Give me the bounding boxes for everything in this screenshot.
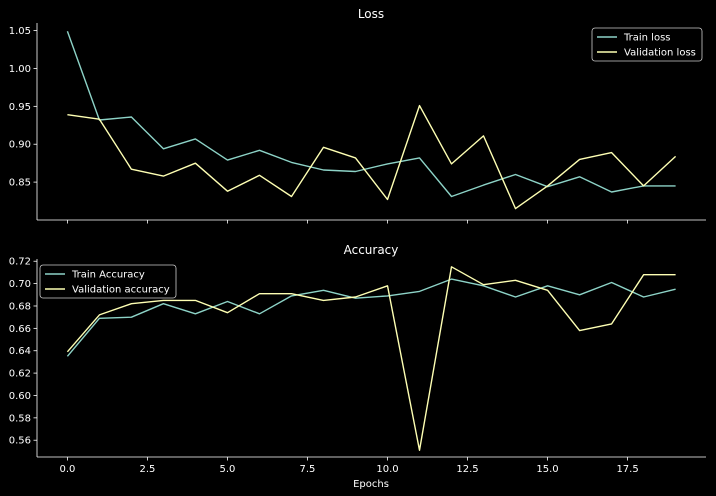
accuracy-y-tick-label: 0.60 (9, 391, 31, 402)
loss-legend-box (591, 27, 703, 62)
loss-legend: Train loss Validation loss (591, 27, 703, 62)
loss-panel: Loss 0.85 0.90 0.95 1.00 1.05 Train loss Vali… (9, 7, 706, 224)
accuracy-x-tick-label: 12.5 (456, 464, 478, 475)
accuracy-y-tick-label: 0.68 (9, 301, 31, 312)
accuracy-x-tick-label: 15.0 (536, 464, 558, 475)
accuracy-y-tick-label: 0.56 (9, 436, 31, 447)
accuracy-x-axis-label: Epochs (353, 479, 389, 490)
accuracy-chart-title: Accuracy (344, 243, 399, 257)
accuracy-series (66, 266, 676, 451)
accuracy-x-tick-label: 0.0 (59, 464, 75, 475)
accuracy-series-line-0 (66, 278, 676, 357)
loss-chart-title: Loss (358, 7, 384, 21)
accuracy-x-tick-label: 5.0 (220, 464, 236, 475)
accuracy-y-tick-label: 0.66 (9, 324, 31, 335)
accuracy-y-tick-label: 0.58 (9, 413, 31, 424)
loss-y-tick-label: 1.05 (9, 26, 31, 37)
loss-legend-label-0: Train loss (623, 33, 671, 44)
accuracy-legend-label-0: Train Accuracy (71, 270, 145, 281)
accuracy-axes: 0.56 0.58 0.60 0.62 0.64 0.66 0.68 0.70 0.72 0.0 2… (9, 257, 706, 475)
accuracy-y-tick-label: 0.72 (9, 257, 31, 268)
accuracy-x-tick-label: 10.0 (376, 464, 398, 475)
loss-legend-label-1: Validation loss (624, 48, 696, 59)
accuracy-y-tick-label: 0.62 (9, 369, 31, 380)
accuracy-legend-box (39, 264, 177, 299)
loss-series (66, 31, 677, 210)
accuracy-series-line-1 (66, 266, 676, 451)
loss-y-tick-label: 0.95 (9, 102, 31, 113)
loss-series-line-0 (66, 31, 676, 198)
loss-series-line-1 (67, 104, 677, 210)
accuracy-x-tick-label: 2.5 (139, 464, 155, 475)
accuracy-y-tick-label: 0.70 (9, 279, 31, 290)
accuracy-x-tick-label: 7.5 (300, 464, 316, 475)
loss-y-tick-label: 1.00 (9, 64, 31, 75)
accuracy-y-tick-label: 0.64 (9, 346, 31, 357)
accuracy-legend: Train Accuracy Validation accuracy (39, 264, 177, 299)
loss-y-tick-label: 0.85 (9, 178, 31, 189)
accuracy-panel: Accuracy 0.56 0.58 0.60 0.62 0.64 0.66 0.68 0.7… (9, 243, 706, 490)
accuracy-legend-label-1: Validation accuracy (72, 285, 170, 296)
loss-axes: 0.85 0.90 0.95 1.00 1.05 (9, 23, 706, 224)
accuracy-x-tick-label: 17.5 (616, 464, 638, 475)
loss-y-tick-label: 0.90 (9, 140, 31, 151)
